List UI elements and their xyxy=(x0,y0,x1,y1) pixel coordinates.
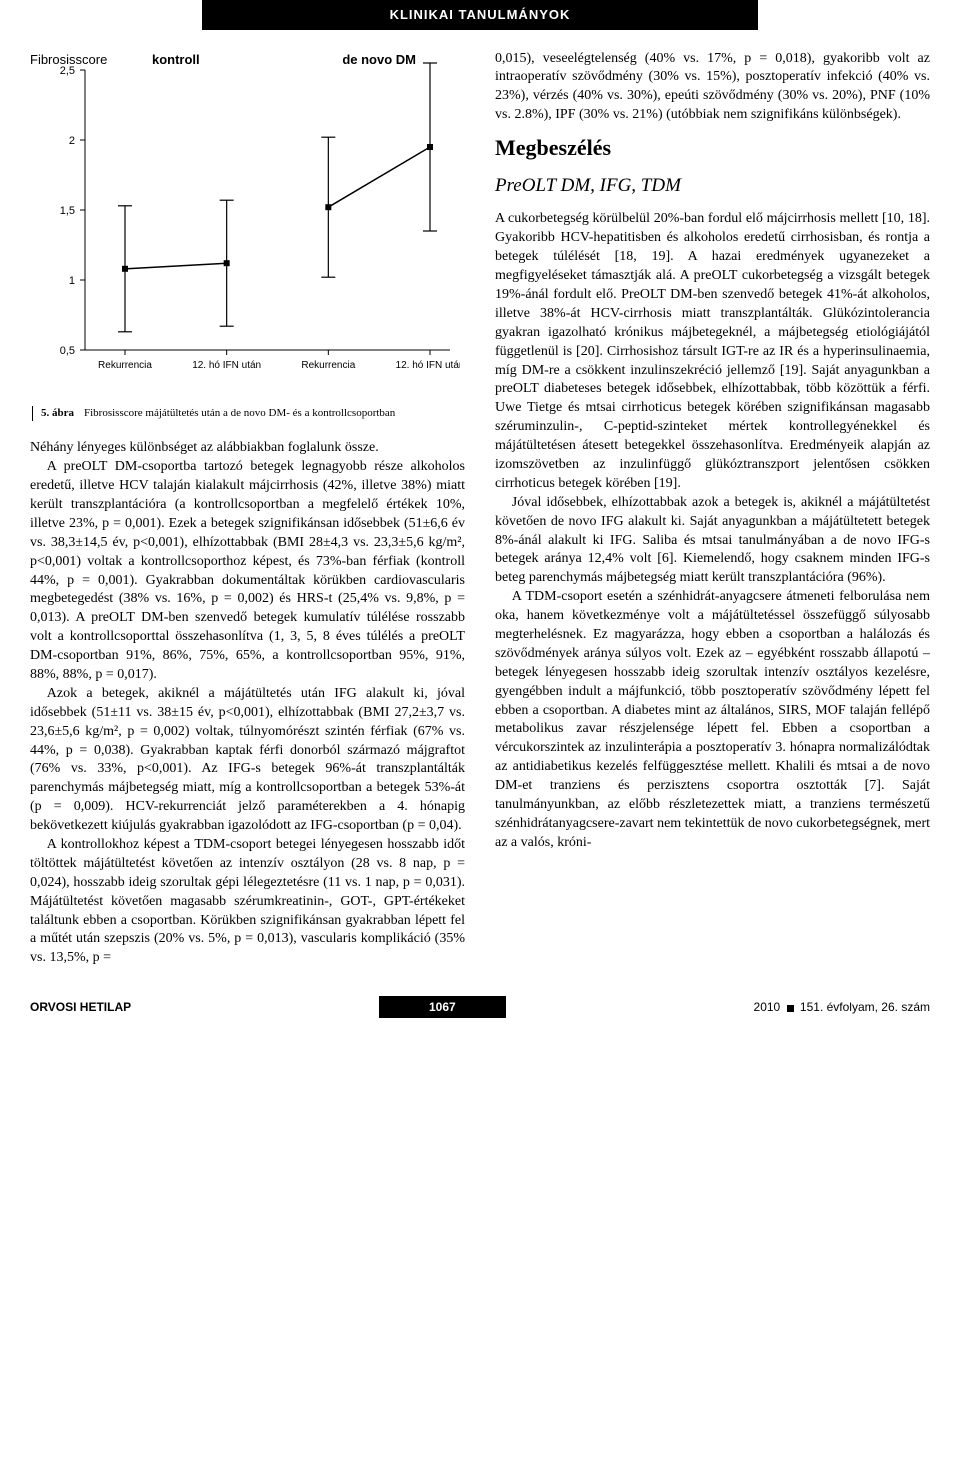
svg-text:Rekurrencia: Rekurrencia xyxy=(98,360,152,371)
right-top-para: 0,015), veseelégtelenség (40% vs. 17%, p… xyxy=(495,50,930,126)
right-para-3: A TDM-csoport esetén a szénhidrát-anyagc… xyxy=(495,588,930,852)
left-para-1: Néhány lényeges különbséget az alábbiakb… xyxy=(30,439,465,458)
svg-text:1,5: 1,5 xyxy=(60,205,75,217)
right-para-1: A cukorbetegség körülbelül 20%-ban fordu… xyxy=(495,210,930,493)
journal-name: ORVOSI HETILAP xyxy=(30,999,131,1015)
left-para-3: Azok a betegek, akiknél a májátültetés u… xyxy=(30,685,465,836)
square-bullet-icon xyxy=(787,1005,794,1012)
section-title: Megbeszélés xyxy=(495,133,930,163)
svg-text:kontroll: kontroll xyxy=(152,52,200,67)
two-column-layout: 0,511,522,5Fibrosisscorekontrollde novo … xyxy=(0,50,960,969)
figure-number: 5. ábra xyxy=(41,406,74,421)
svg-text:Fibrosisscore: Fibrosisscore xyxy=(30,52,107,67)
left-para-2: A preOLT DM-csoportba tartozó betegek le… xyxy=(30,458,465,685)
issue-year: 2010 xyxy=(754,1000,781,1014)
subsection-title: PreOLT DM, IFG, TDM xyxy=(495,173,930,199)
svg-text:de novo DM: de novo DM xyxy=(342,52,416,67)
figure-caption: 5. ábra Fibrosisscore májátültetés után … xyxy=(32,406,465,421)
issue-info: 2010 151. évfolyam, 26. szám xyxy=(754,999,930,1015)
left-para-4: A kontrollokhoz képest a TDM-csoport bet… xyxy=(30,836,465,968)
issue-volume: 151. évfolyam, 26. szám xyxy=(800,1000,930,1014)
page-footer: ORVOSI HETILAP 1067 2010 151. évfolyam, … xyxy=(0,996,960,1018)
fibrosis-chart: 0,511,522,5Fibrosisscorekontrollde novo … xyxy=(30,50,460,390)
svg-text:1: 1 xyxy=(69,275,75,287)
svg-text:0,5: 0,5 xyxy=(60,345,75,357)
svg-text:Rekurrencia: Rekurrencia xyxy=(301,360,355,371)
left-column: 0,511,522,5Fibrosisscorekontrollde novo … xyxy=(30,50,465,969)
section-header: KLINIKAI TANULMÁNYOK xyxy=(202,0,759,30)
right-para-2: Jóval idősebbek, elhízottabbak azok a be… xyxy=(495,494,930,588)
svg-text:2: 2 xyxy=(69,135,75,147)
right-column: 0,015), veseelégtelenség (40% vs. 17%, p… xyxy=(495,50,930,969)
page-number: 1067 xyxy=(379,996,506,1018)
svg-text:12. hó IFN után: 12. hó IFN után xyxy=(396,360,460,371)
figure-text: Fibrosisscore májátültetés után a de nov… xyxy=(84,406,465,421)
svg-text:12. hó IFN után: 12. hó IFN után xyxy=(192,360,261,371)
